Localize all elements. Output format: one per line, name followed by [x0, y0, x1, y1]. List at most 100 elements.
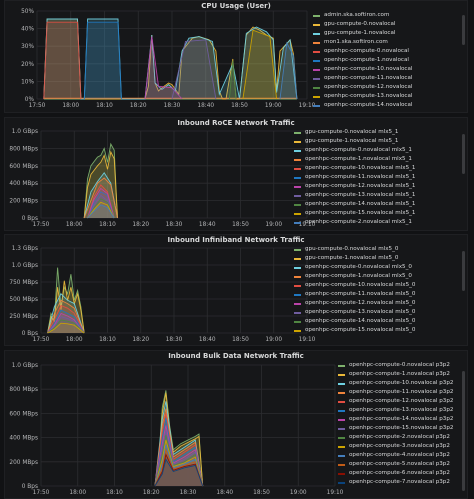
legend-scrollbar[interactable] [462, 15, 465, 45]
legend-swatch [338, 391, 345, 394]
legend-item[interactable]: openhpc-compute-12.novalocal [313, 83, 453, 92]
legend-item[interactable]: openhpc-compute-13.novalocal mlx5_0 [294, 308, 454, 317]
series-line[interactable] [87, 201, 115, 219]
legend-item[interactable]: openhpc-compute-5.novalocal p3p2 [338, 460, 456, 469]
legend-swatch [294, 257, 301, 260]
series-line[interactable] [83, 142, 118, 219]
legend-swatch [294, 131, 301, 134]
x-tick-label: 18:00 [69, 490, 86, 496]
series-line[interactable] [242, 29, 278, 100]
legend-item[interactable]: openhpc-compute-11.novalocal mlx5_0 [294, 290, 454, 299]
legend-item[interactable]: gpu-compute-0.novalocal mlx5_0 [294, 245, 454, 254]
legend-item[interactable]: openhpc-compute-13.novalocal p3p2 [338, 406, 456, 415]
y-tick-label: 0 Bps [22, 331, 38, 337]
legend-item[interactable]: openhpc-compute-14.novalocal p3p2 [338, 415, 456, 424]
series-line[interactable] [87, 204, 115, 219]
legend-item[interactable]: openhpc-compute-14.novalocal mlx5_1 [294, 200, 454, 209]
legend-item[interactable]: openhpc-compute-15.novalocal mlx5_1 [294, 209, 454, 218]
legend-scrollbar[interactable] [462, 371, 465, 491]
legend-item[interactable]: openhpc-compute-2.novalocal mlx5_1 [294, 218, 454, 227]
legend-item[interactable]: openhpc-compute-3.novalocal p3p2 [338, 442, 456, 451]
legend-item[interactable]: openhpc-compute-11.novalocal p3p2 [338, 388, 456, 397]
legend-item[interactable]: openhpc-compute-11.novalocal mlx5_1 [294, 173, 454, 182]
legend-label: openhpc-compute-6.novalocal p3p2 [349, 470, 450, 476]
series-area [154, 449, 203, 486]
series-line[interactable] [47, 322, 85, 334]
legend-item[interactable]: mon1.ska.softiron.com [313, 38, 453, 47]
legend-item[interactable]: openhpc-compute-2.novalocal p3p2 [338, 433, 456, 442]
series-line[interactable] [47, 316, 85, 334]
legend-item[interactable]: openhpc-compute-12.novalocal mlx5_1 [294, 182, 454, 191]
series-line[interactable] [47, 319, 85, 334]
legend-item[interactable]: openhpc-compute-4.novalocal p3p2 [338, 451, 456, 460]
series-line[interactable] [47, 312, 85, 334]
legend-item[interactable]: openhpc-compute-11.novalocal [313, 74, 453, 83]
series-line[interactable] [83, 177, 118, 219]
legend-item[interactable]: openhpc-compute-1.novalocal p3p2 [338, 370, 456, 379]
legend-item[interactable]: openhpc-compute-0.novalocal p3p2 [338, 361, 456, 370]
series-line[interactable] [47, 304, 85, 334]
legend-swatch [338, 364, 345, 367]
legend-item[interactable]: openhpc-compute-0.novalocal mlx5_1 [294, 146, 454, 155]
legend-scrollbar[interactable] [462, 251, 465, 291]
legend-item[interactable]: openhpc-compute-1.novalocal [313, 56, 453, 65]
legend-item[interactable]: gpu-compute-0.novalocal mlx5_1 [294, 128, 454, 137]
x-tick-label: 18:00 [66, 222, 83, 228]
series-line[interactable] [47, 309, 85, 334]
x-tick-label: 18:20 [130, 103, 147, 109]
legend-swatch [338, 400, 345, 403]
x-tick-label: 18:30 [164, 103, 181, 109]
legend-item[interactable]: openhpc-compute-10.novalocal mlx5_1 [294, 164, 454, 173]
series-line[interactable] [83, 21, 122, 100]
legend-item[interactable]: openhpc-compute-10.novalocal mlx5_0 [294, 281, 454, 290]
legend-item[interactable]: openhpc-compute-6.novalocal p3p2 [338, 469, 456, 478]
series-line[interactable] [154, 453, 204, 487]
bulk-data-traffic-chart[interactable]: 0 Bps 200 MBps 400 MBps 600 MBps 800 MBps 1.0… [5, 351, 467, 498]
legend-swatch [338, 409, 345, 412]
legend-label: openhpc-compute-10.novalocal p3p2 [349, 380, 454, 386]
infiniband-traffic-chart[interactable]: 0 Bps 250 MBps 500 MBps 750 MBps 1.0 GBps 1.3… [5, 235, 467, 345]
series-line[interactable] [228, 60, 237, 100]
series-line[interactable] [87, 198, 115, 219]
y-tick-label: 1.3 GBps [12, 246, 38, 252]
y-tick-label: 800 MBps [9, 387, 38, 393]
roce-traffic-chart[interactable]: 0 Bps 200 MBps 400 MBps 600 MBps 800 MBps 1.0… [5, 118, 467, 230]
series-line[interactable] [154, 444, 204, 487]
legend-item[interactable]: openhpc-compute-1.novalocal mlx5_1 [294, 155, 454, 164]
series-line[interactable] [279, 41, 298, 100]
series-line[interactable] [43, 21, 82, 100]
legend-item[interactable]: openhpc-compute-10.novalocal p3p2 [338, 379, 456, 388]
legend-label: openhpc-compute-15.novalocal p3p2 [349, 425, 454, 431]
legend-label: openhpc-compute-1.novalocal p3p2 [349, 371, 450, 377]
legend-item[interactable]: openhpc-compute-12.novalocal mlx5_0 [294, 299, 454, 308]
legend-item[interactable]: openhpc-compute-0.novalocal [313, 47, 453, 56]
legend-item[interactable]: openhpc-compute-0.novalocal mlx5_0 [294, 263, 454, 272]
legend-item[interactable]: openhpc-compute-15.novalocal p3p2 [338, 424, 456, 433]
legend-item[interactable]: openhpc-compute-13.novalocal mlx5_1 [294, 191, 454, 200]
legend-scrollbar[interactable] [462, 134, 465, 174]
series-line[interactable] [144, 36, 183, 100]
series-line[interactable] [47, 299, 85, 334]
legend-item[interactable]: openhpc-compute-14.novalocal mlx5_0 [294, 317, 454, 326]
legend-swatch [338, 436, 345, 439]
cpu-usage-chart[interactable]: 0% 10% 20% 30% 40% 50% 17:50 18:00 18:10 18:20 18:… [5, 1, 467, 112]
legend-item[interactable]: gpu-compute-1.novalocal mlx5_1 [294, 137, 454, 146]
legend-item[interactable]: openhpc-compute-15.novalocal mlx5_0 [294, 326, 454, 335]
legend-item[interactable]: openhpc-compute-10.novalocal [313, 65, 453, 74]
series-line[interactable] [87, 187, 115, 219]
legend-item[interactable]: admin.ska.softiron.com [313, 11, 453, 20]
legend-item[interactable]: openhpc-compute-1.novalocal mlx5_0 [294, 272, 454, 281]
legend-item[interactable]: openhpc-compute-13.novalocal [313, 92, 453, 101]
legend-item[interactable]: openhpc-compute-14.novalocal [313, 101, 453, 110]
series-line[interactable] [171, 39, 217, 100]
series-line[interactable] [154, 448, 204, 487]
series-line[interactable] [47, 293, 85, 334]
legend-item[interactable]: openhpc-compute-12.novalocal p3p2 [338, 397, 456, 406]
legend-item[interactable]: gpu-compute-1.novalocal mlx5_0 [294, 254, 454, 263]
series-area [43, 19, 297, 99]
series-line[interactable] [154, 458, 204, 487]
legend-item[interactable]: gpu-compute-1.novalocal [313, 29, 453, 38]
legend-item[interactable]: openhpc-compute-7.novalocal p3p2 [338, 478, 456, 487]
legend-item[interactable]: gpu-compute-0.novalocal [313, 20, 453, 29]
series-line[interactable] [83, 150, 118, 219]
